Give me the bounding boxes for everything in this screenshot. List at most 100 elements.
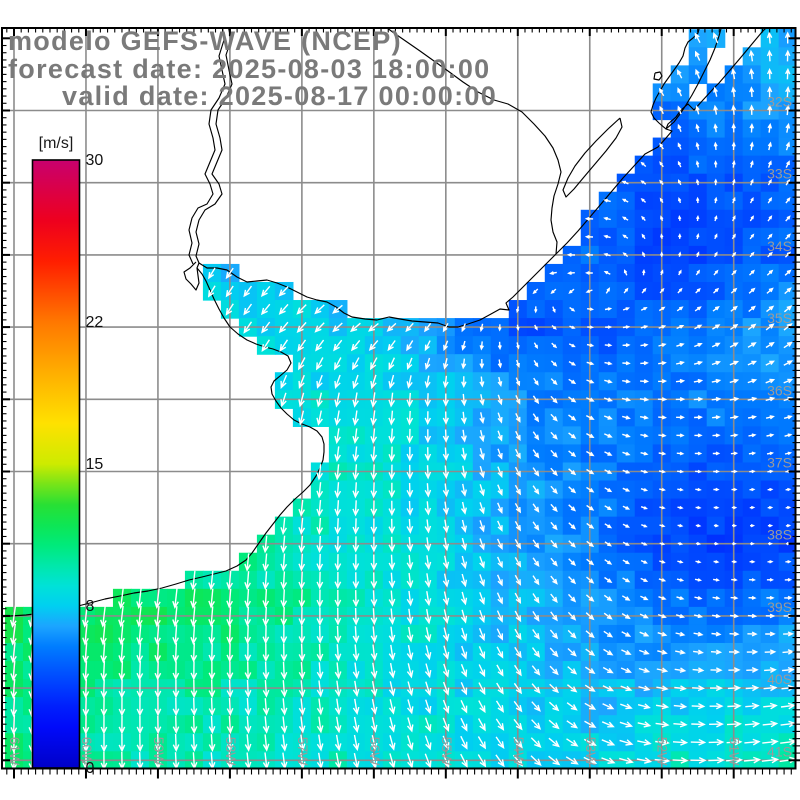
wind-direction-arrow: [154, 733, 162, 753]
wind-direction-arrow: [730, 287, 738, 294]
wind-direction-arrow: [118, 715, 126, 735]
wind-direction-arrow: [332, 304, 343, 314]
wind-direction-arrow: [587, 325, 594, 329]
wind-direction-arrow: [568, 360, 577, 366]
wind-direction-arrow: [352, 428, 359, 445]
colorbar-gradient-bar: [31, 159, 81, 769]
wind-direction-arrow: [406, 626, 414, 643]
wind-direction-arrow: [530, 737, 542, 748]
wind-direction-arrow: [514, 592, 522, 605]
wind-direction-arrow: [659, 251, 664, 257]
wind-direction-arrow: [406, 590, 414, 607]
wind-direction-arrow: [765, 415, 775, 420]
wind-direction-arrow: [406, 464, 414, 480]
wind-direction-arrow: [298, 517, 306, 536]
wind-direction-arrow: [424, 681, 432, 697]
wind-direction-arrow: [370, 626, 378, 644]
wind-direction-arrow: [477, 754, 487, 768]
wind-direction-arrow: [10, 642, 17, 664]
wind-direction-arrow: [695, 541, 702, 546]
wind-direction-arrow: [694, 342, 703, 348]
wind-direction-arrow: [658, 379, 668, 384]
wind-direction-arrow: [154, 606, 161, 628]
wind-direction-arrow: [731, 160, 736, 168]
wind-direction-arrow: [568, 540, 576, 548]
wind-direction-arrow: [620, 703, 633, 710]
wind-direction-arrow: [406, 482, 414, 498]
wind-direction-arrow: [764, 649, 777, 655]
wind-direction-arrow: [604, 379, 613, 384]
wind-direction-arrow: [659, 505, 666, 510]
wind-direction-arrow: [713, 141, 718, 150]
wind-direction-arrow: [785, 505, 792, 510]
wind-direction-arrow: [604, 451, 613, 456]
wind-direction-arrow: [496, 664, 504, 677]
wind-direction-arrow: [694, 32, 701, 44]
wind-direction-arrow: [334, 589, 342, 608]
wind-direction-arrow: [713, 123, 718, 133]
wind-direction-arrow: [190, 624, 198, 645]
wind-direction-arrow: [640, 197, 647, 203]
wind-direction-arrow: [785, 560, 792, 564]
wind-direction-arrow: [532, 539, 540, 549]
wind-direction-arrow: [749, 269, 755, 276]
wind-direction-arrow: [603, 397, 613, 402]
wind-direction-arrow: [516, 359, 520, 368]
wind-direction-arrow: [370, 410, 377, 426]
wind-direction-arrow: [550, 611, 558, 622]
wind-direction-arrow: [695, 269, 701, 276]
wind-direction-arrow: [693, 613, 704, 619]
wind-direction-arrow: [460, 627, 468, 642]
wind-direction-arrow: [693, 649, 704, 655]
wind-direction-arrow: [82, 715, 90, 735]
wind-direction-arrow: [549, 629, 559, 640]
wind-direction-arrow: [767, 178, 772, 186]
wind-direction-arrow: [460, 555, 468, 570]
wind-direction-arrow: [622, 415, 631, 420]
wind-direction-arrow: [497, 466, 503, 478]
wind-direction-arrow: [262, 625, 270, 645]
wind-direction-arrow: [677, 560, 684, 564]
wind-direction-arrow: [712, 451, 721, 456]
wind-direction-arrow: [766, 305, 775, 313]
wind-direction-arrow: [621, 631, 632, 637]
wind-direction-arrow: [745, 702, 760, 710]
wind-direction-arrow: [712, 324, 721, 330]
wind-direction-arrow: [244, 716, 252, 734]
wind-direction-arrow: [766, 31, 773, 44]
wind-direction-arrow: [602, 666, 614, 674]
wind-direction-arrow: [585, 612, 595, 621]
wind-direction-arrow: [82, 697, 90, 717]
wind-direction-arrow: [226, 734, 234, 752]
wind-direction-arrow: [783, 631, 794, 637]
wind-direction-arrow: [584, 702, 597, 710]
wind-direction-arrow: [601, 721, 615, 728]
wind-direction-arrow: [496, 592, 503, 605]
wind-direction-arrow: [530, 755, 542, 767]
wind-direction-arrow: [640, 595, 649, 601]
wind-direction-arrow: [712, 596, 721, 600]
wind-direction-arrow: [657, 397, 668, 402]
wind-direction-arrow: [442, 717, 450, 733]
wind-direction-arrow: [190, 697, 198, 717]
wind-direction-arrow: [479, 448, 485, 461]
wind-direction-arrow: [731, 578, 738, 582]
wind-direction-arrow: [370, 662, 378, 679]
wind-direction-arrow: [672, 756, 689, 764]
wind-direction-arrow: [298, 734, 306, 752]
wind-direction-arrow: [695, 505, 702, 510]
wind-direction-arrow: [406, 681, 414, 697]
wind-direction-arrow: [677, 142, 682, 150]
wind-direction-arrow: [603, 198, 611, 203]
wind-direction-arrow: [785, 197, 791, 204]
wind-direction-arrow: [532, 521, 540, 531]
wind-direction-arrow: [766, 269, 774, 276]
wind-direction-arrow: [442, 681, 450, 696]
wind-direction-arrow: [460, 645, 468, 660]
wind-direction-arrow: [352, 644, 360, 662]
wind-direction-arrow: [640, 343, 649, 348]
wind-direction-arrow: [479, 520, 485, 533]
wind-direction-arrow: [605, 287, 611, 294]
wind-direction-arrow: [406, 644, 414, 661]
wind-direction-arrow: [316, 357, 324, 371]
